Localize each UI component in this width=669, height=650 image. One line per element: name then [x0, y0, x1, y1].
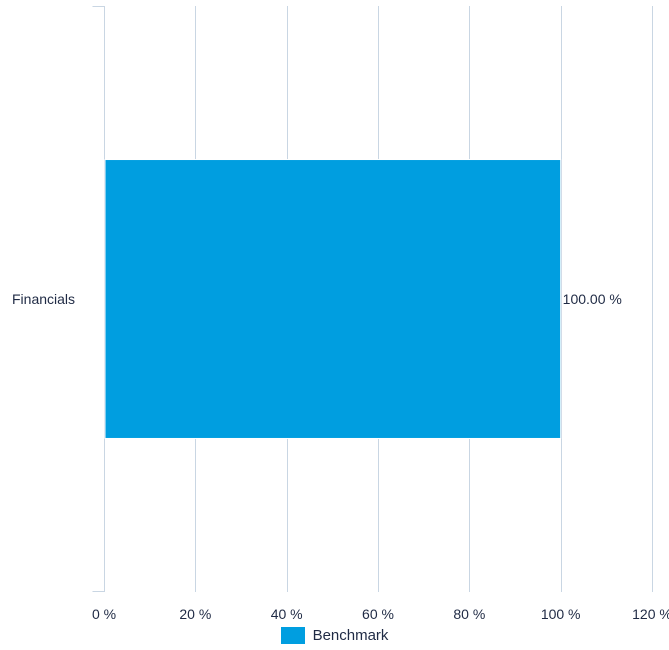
legend-item-benchmark[interactable]: Benchmark [280, 627, 389, 644]
chart-axis [92, 6, 105, 592]
legend-swatch [280, 627, 305, 644]
x-tick-label: 80 % [453, 606, 485, 622]
x-tick-label: 120 % [632, 606, 669, 622]
x-tick-label: 100 % [541, 606, 581, 622]
chart-legend: Benchmark [0, 627, 669, 644]
x-tick-label: 60 % [362, 606, 394, 622]
x-tick-label: 40 % [271, 606, 303, 622]
chart-labels: 0 % 20 % 40 % 60 % 80 % 100 % 120 % 100.00 % Fin… [12, 291, 669, 622]
x-tick-label: 0 % [92, 606, 116, 622]
chart-bars [104, 159, 562, 439]
bar[interactable] [104, 159, 562, 439]
legend-label: Benchmark [312, 627, 389, 644]
x-tick-label: 20 % [179, 606, 211, 622]
data-label: 100.00 % [563, 291, 622, 307]
category-label: Financials [12, 291, 75, 307]
